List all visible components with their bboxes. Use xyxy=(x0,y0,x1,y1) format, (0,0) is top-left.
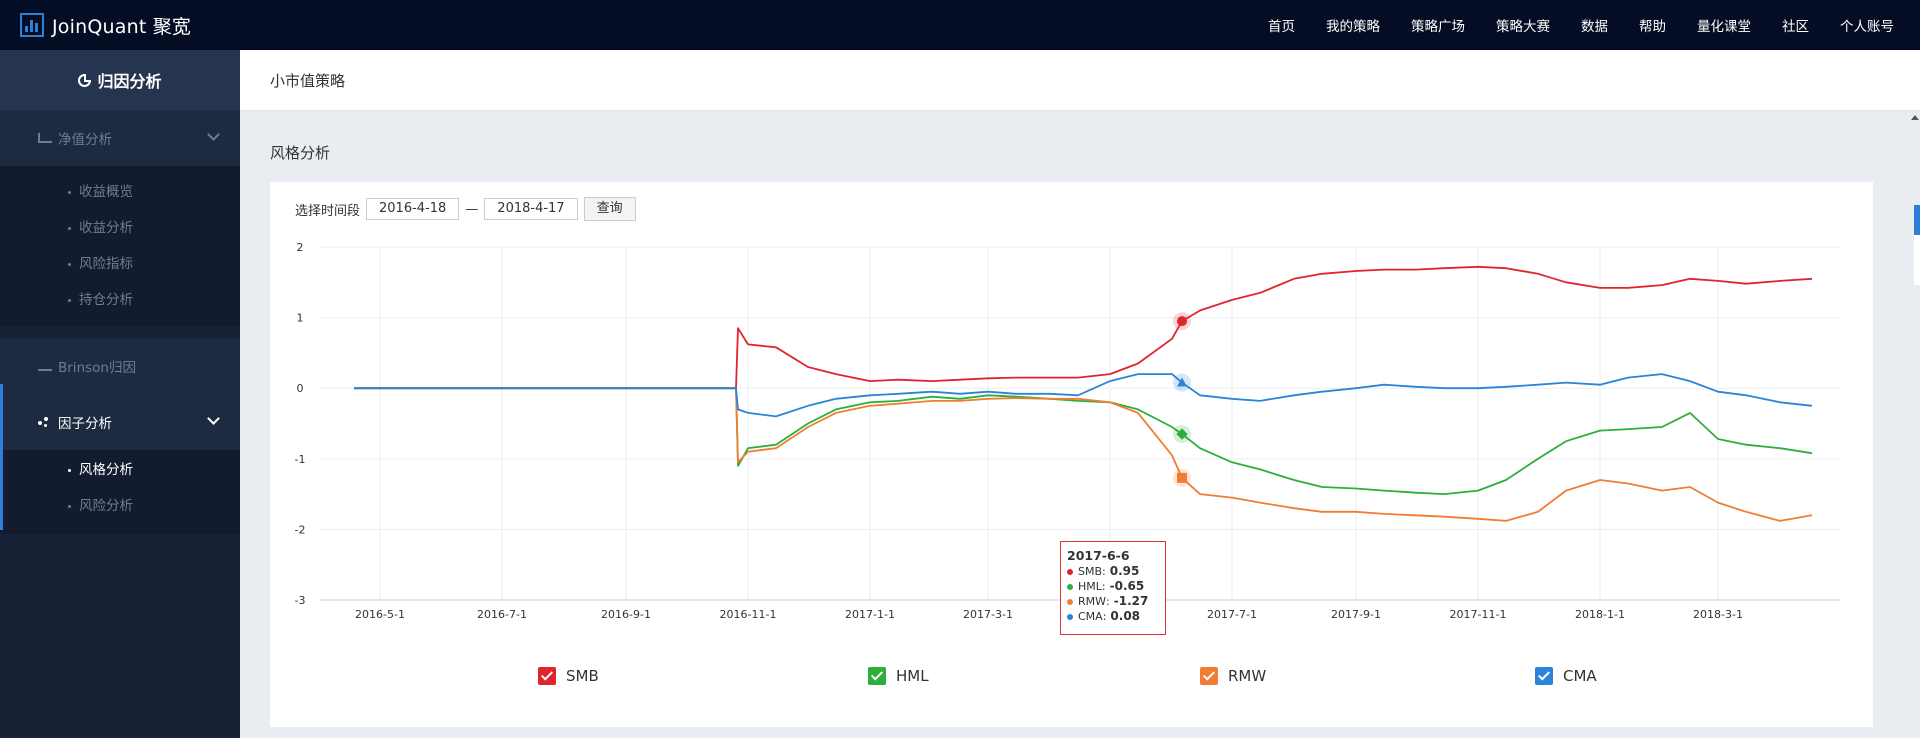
sidebar-group-label: Brinson归因 xyxy=(58,360,136,376)
end-date-input[interactable]: 2018-4-17 xyxy=(484,198,578,220)
checkbox-icon xyxy=(1200,667,1218,685)
x-tick-label: 2018-1-1 xyxy=(1575,608,1625,621)
tooltip-row-hml: HML: -0.65 xyxy=(1067,579,1165,594)
section-title: 风格分析 xyxy=(270,144,331,162)
brand-name: JoinQuant 聚宽 xyxy=(52,15,192,38)
nav-item-community[interactable]: 社区 xyxy=(1782,19,1809,35)
top-nav-menu: 首页 我的策略 策略广场 策略大赛 数据 帮助 量化课堂 社区 个人账号 xyxy=(1237,0,1894,50)
checkbox-icon xyxy=(868,667,886,685)
scrollbar-thumb[interactable] xyxy=(1914,205,1920,235)
checkbox-icon xyxy=(538,667,556,685)
y-tick-label: 0 xyxy=(297,382,304,395)
nav-item-quant-class[interactable]: 量化课堂 xyxy=(1697,19,1751,35)
series-line-rmw xyxy=(354,387,1813,522)
legend-toggle-hml[interactable]: HML xyxy=(868,667,929,685)
checkbox-icon xyxy=(1535,667,1553,685)
hover-point-cma xyxy=(1177,377,1187,387)
chart-tooltip: 2017-6-6 SMB:0.95 HML: -0.65 RMW: -1.27 CM… xyxy=(1060,541,1166,635)
chart-legend: SMB HML RMW CMA xyxy=(0,667,1920,687)
nav-item-data[interactable]: 数据 xyxy=(1581,19,1608,35)
sidebar-submenu-factor-analysis: 风格分析 风险分析 xyxy=(0,450,240,534)
date-separator: — xyxy=(465,201,479,217)
nav-item-my-strategies[interactable]: 我的策略 xyxy=(1326,19,1380,35)
strategy-name: 小市值策略 xyxy=(270,72,346,90)
sidebar-active-indicator xyxy=(0,384,3,530)
tooltip-row-rmw: RMW: -1.27 xyxy=(1067,594,1165,609)
sidebar-group-factor-analysis[interactable]: 因子分析 xyxy=(0,394,240,450)
y-tick-label: 2 xyxy=(297,241,304,254)
sidebar-item-return-overview[interactable]: 收益概览 xyxy=(0,174,240,210)
date-filter-label: 选择时间段 xyxy=(295,203,361,219)
sidebar: 归因分析 净值分析 收益概览 收益分析 风险指标 持仓分析 Brinson归因 … xyxy=(0,50,240,738)
sidebar-group-label: 净值分析 xyxy=(58,132,112,148)
page-scrollbar[interactable] xyxy=(1914,118,1920,738)
pie-chart-icon xyxy=(78,73,92,87)
legend-toggle-rmw[interactable]: RMW xyxy=(1200,667,1266,685)
x-tick-label: 2016-5-1 xyxy=(355,608,405,621)
sidebar-group-nav-analysis[interactable]: 净值分析 xyxy=(0,110,240,166)
chevron-down-icon xyxy=(207,128,220,141)
y-tick-label: -2 xyxy=(295,523,306,536)
y-tick-label: -1 xyxy=(295,453,306,466)
legend-toggle-smb[interactable]: SMB xyxy=(538,667,599,685)
hover-point-smb xyxy=(1177,316,1187,327)
start-date-input[interactable]: 2016-4-18 xyxy=(366,198,460,220)
chart-card xyxy=(270,182,1873,727)
hover-point-hml xyxy=(1176,428,1188,440)
tooltip-date: 2017-6-6 xyxy=(1067,548,1130,563)
sidebar-item-risk-metrics[interactable]: 风险指标 xyxy=(0,246,240,282)
sidebar-item-holdings-analysis[interactable]: 持仓分析 xyxy=(0,282,240,318)
series-line-hml xyxy=(354,387,1813,496)
nav-item-strategy-square[interactable]: 策略广场 xyxy=(1411,19,1465,35)
nav-item-help[interactable]: 帮助 xyxy=(1639,19,1666,35)
sidebar-title: 归因分析 xyxy=(0,50,240,110)
x-tick-label: 2016-11-1 xyxy=(720,608,777,621)
query-button[interactable]: 查询 xyxy=(583,197,636,221)
chevron-down-icon xyxy=(207,412,220,425)
x-tick-label: 2017-1-1 xyxy=(845,608,895,621)
sidebar-group-brinson[interactable]: Brinson归因 xyxy=(0,338,240,394)
x-tick-label: 2017-9-1 xyxy=(1331,608,1381,621)
y-tick-label: -3 xyxy=(295,594,306,607)
sidebar-item-style-analysis[interactable]: 风格分析 xyxy=(0,452,240,488)
x-tick-label: 2018-3-1 xyxy=(1693,608,1743,621)
trend-icon xyxy=(38,361,52,371)
x-tick-label: 2017-7-1 xyxy=(1207,608,1257,621)
y-tick-label: 1 xyxy=(297,312,304,325)
sidebar-group-label: 因子分析 xyxy=(58,416,112,432)
brand-logo[interactable]: JoinQuant 聚宽 xyxy=(20,11,191,39)
x-tick-label: 2016-9-1 xyxy=(601,608,651,621)
tooltip-row-smb: SMB:0.95 xyxy=(1067,564,1165,579)
area-chart-icon xyxy=(38,133,52,143)
nav-item-home[interactable]: 首页 xyxy=(1268,19,1295,35)
series-line-smb xyxy=(354,265,1813,390)
sidebar-title-label: 归因分析 xyxy=(97,72,162,91)
sidebar-item-return-analysis[interactable]: 收益分析 xyxy=(0,210,240,246)
nav-item-contest[interactable]: 策略大赛 xyxy=(1496,19,1550,35)
factor-dots-icon xyxy=(38,417,52,427)
strategy-header: 小市值策略 xyxy=(240,50,1920,111)
scroll-up-arrow-icon[interactable] xyxy=(1911,115,1919,120)
sidebar-submenu-nav-analysis: 收益概览 收益分析 风险指标 持仓分析 xyxy=(0,166,240,326)
date-filter: 选择时间段 2016-4-18 — 2018-4-17 查询 xyxy=(295,197,636,221)
scrollbar-track-light xyxy=(1914,235,1920,285)
x-tick-label: 2017-11-1 xyxy=(1450,608,1507,621)
nav-item-account[interactable]: 个人账号 xyxy=(1840,19,1894,35)
legend-toggle-cma[interactable]: CMA xyxy=(1535,667,1597,685)
top-nav-bar: JoinQuant 聚宽 首页 我的策略 策略广场 策略大赛 数据 帮助 量化课… xyxy=(0,0,1920,50)
series-line-cma xyxy=(354,373,1813,418)
tooltip-row-cma: CMA:0.08 xyxy=(1067,609,1165,624)
x-tick-label: 2016-7-1 xyxy=(477,608,527,621)
sidebar-item-risk-analysis[interactable]: 风险分析 xyxy=(0,488,240,524)
hover-point-rmw xyxy=(1177,472,1187,483)
logo-icon xyxy=(20,13,44,37)
x-tick-label: 2017-3-1 xyxy=(963,608,1013,621)
